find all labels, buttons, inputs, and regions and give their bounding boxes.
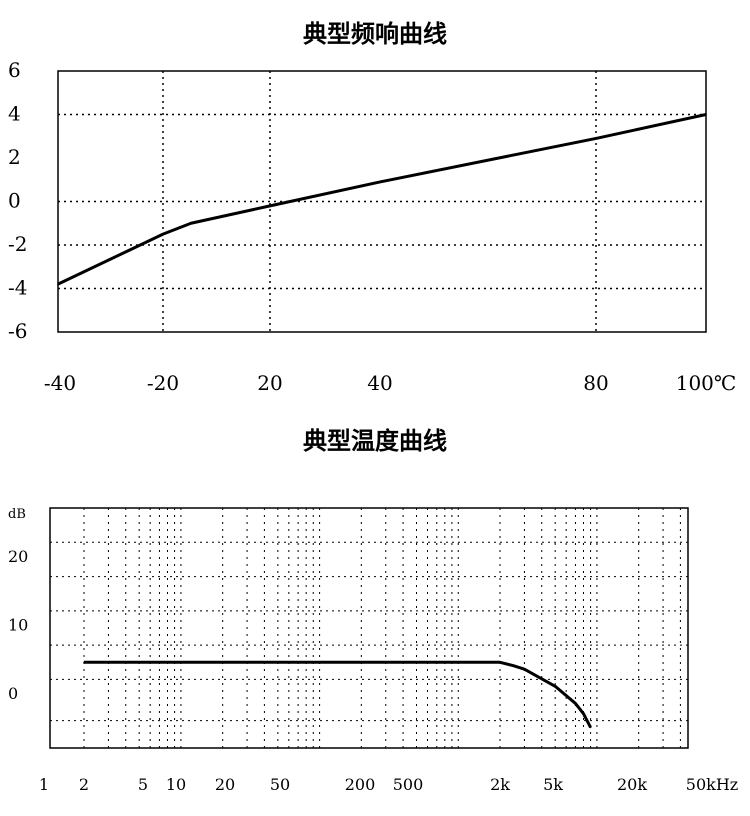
data-point [83,661,85,664]
x-tick-label: 2 [79,775,89,794]
y-tick-label: 6 [8,58,21,82]
x-tick-label: 10 [166,775,186,794]
data-point [554,685,556,688]
x-tick-label: 50 [270,775,290,794]
y-tick-label: 0 [8,684,18,703]
x-tick-label: 80 [583,371,608,395]
chart-title-frequency-response: 典型频响曲线 [303,20,447,48]
data-point [512,664,515,667]
data-point [589,726,592,729]
x-tick-label: 20 [257,371,282,395]
y-tick-label: 20 [8,547,28,566]
data-point [582,712,585,715]
x-tick-label: -20 [147,371,179,395]
y-tick-label: -6 [8,319,27,343]
x-tick-label: 100℃ [676,371,737,395]
chart-title-temperature: 典型温度曲线 [303,427,447,455]
x-tick-label: 1 [39,775,49,794]
y-tick-label: -2 [8,232,27,256]
x-tick-label: 200 [345,775,376,794]
y-unit-label: dB [8,507,26,522]
x-tick-label: 40 [367,371,392,395]
data-point [595,137,597,140]
data-point [705,113,707,116]
y-tick-label: 4 [8,102,21,126]
x-tick-label: 500 [393,775,424,794]
x-tick-label: 20k [617,775,647,794]
data-point [190,222,192,225]
x-tick-label: 50kHz [686,775,738,794]
y-tick-label: 10 [8,616,28,635]
x-tick-label: 5 [138,775,148,794]
y-tick-label: -4 [8,276,27,300]
data-point [379,181,381,183]
plot-frame [49,507,689,749]
data-point [162,233,164,235]
y-tick-label: 0 [8,189,21,213]
data-point [574,702,577,705]
data-point [57,283,59,285]
data-point [523,668,526,670]
y-tick-label: 2 [8,145,21,169]
x-tick-label: 2k [490,775,510,794]
x-tick-label: -40 [44,371,76,395]
data-point [269,205,271,207]
x-tick-label: 20 [215,775,235,794]
x-tick-label: 5k [543,775,563,794]
data-point [499,661,501,664]
series-line [84,660,592,729]
